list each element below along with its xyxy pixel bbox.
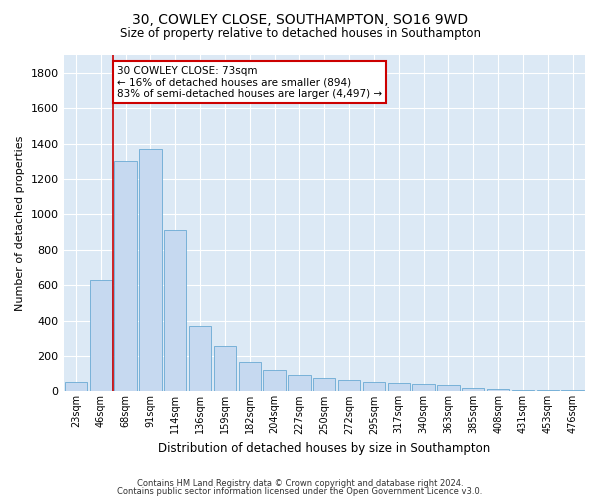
Bar — [388, 382, 410, 392]
Bar — [562, 390, 584, 392]
Bar — [89, 280, 112, 392]
Bar — [115, 161, 137, 392]
Bar — [338, 380, 360, 392]
Text: Contains HM Land Registry data © Crown copyright and database right 2024.: Contains HM Land Registry data © Crown c… — [137, 478, 463, 488]
Bar — [189, 326, 211, 392]
Bar — [263, 370, 286, 392]
Bar — [462, 388, 484, 392]
Text: Contains public sector information licensed under the Open Government Licence v3: Contains public sector information licen… — [118, 487, 482, 496]
Bar — [437, 385, 460, 392]
Bar — [214, 346, 236, 392]
Bar — [239, 362, 261, 392]
Text: 30 COWLEY CLOSE: 73sqm
← 16% of detached houses are smaller (894)
83% of semi-de: 30 COWLEY CLOSE: 73sqm ← 16% of detached… — [117, 66, 382, 99]
Bar — [512, 390, 534, 392]
Bar — [536, 390, 559, 392]
Bar — [487, 388, 509, 392]
Bar — [65, 382, 87, 392]
Bar — [313, 378, 335, 392]
Text: Size of property relative to detached houses in Southampton: Size of property relative to detached ho… — [119, 28, 481, 40]
Bar — [164, 230, 187, 392]
Bar — [363, 382, 385, 392]
X-axis label: Distribution of detached houses by size in Southampton: Distribution of detached houses by size … — [158, 442, 490, 455]
Bar — [139, 149, 161, 392]
Bar — [288, 376, 311, 392]
Bar — [412, 384, 435, 392]
Text: 30, COWLEY CLOSE, SOUTHAMPTON, SO16 9WD: 30, COWLEY CLOSE, SOUTHAMPTON, SO16 9WD — [132, 12, 468, 26]
Y-axis label: Number of detached properties: Number of detached properties — [15, 136, 25, 311]
